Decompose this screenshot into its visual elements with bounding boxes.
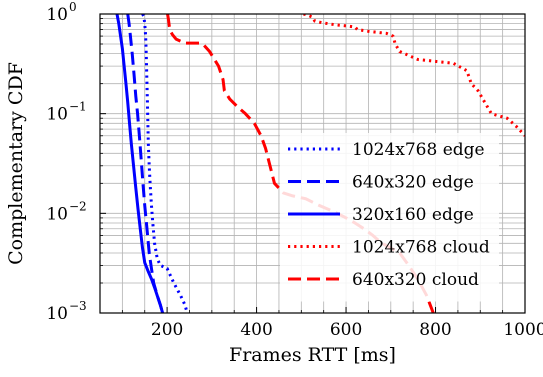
y-tick-exponent: −2 [69,199,87,213]
series-line-1024x768-cloud [303,14,525,137]
legend-label: 640x320 cloud [352,270,479,290]
x-tick-label: 400 [240,320,272,340]
legend: 1024x768 edge 640x320 edge 320x160 edge 102… [280,133,499,302]
x-tick-label: 800 [419,320,451,340]
x-tick-label: 200 [151,320,183,340]
x-axis-label: Frames RTT [ms] [229,344,396,366]
series-line-320x160-edge [115,14,165,313]
y-tick-label: 10 [46,5,68,25]
y-tick-exponent: −3 [69,299,87,313]
plot-frame [99,13,526,314]
series-line-1024x768-edge [141,14,189,313]
legend-box [280,133,499,302]
y-tick-label: 10 [46,304,68,324]
legend-label: 640x320 edge [352,173,474,193]
legend-label: 320x160 edge [352,205,474,225]
legend-label: 1024x768 edge [352,140,485,160]
y-tick-label: 10 [46,105,68,125]
y-tick-label: 10 [46,204,68,224]
y-tick-exponent: −1 [69,100,87,114]
x-tick-label: 600 [330,320,362,340]
legend-label: 1024x768 cloud [352,238,490,258]
y-axis-label: Complementary CDF [5,62,27,265]
x-tick-label: 1000 [503,320,543,340]
y-tick-exponent: 0 [69,0,77,14]
